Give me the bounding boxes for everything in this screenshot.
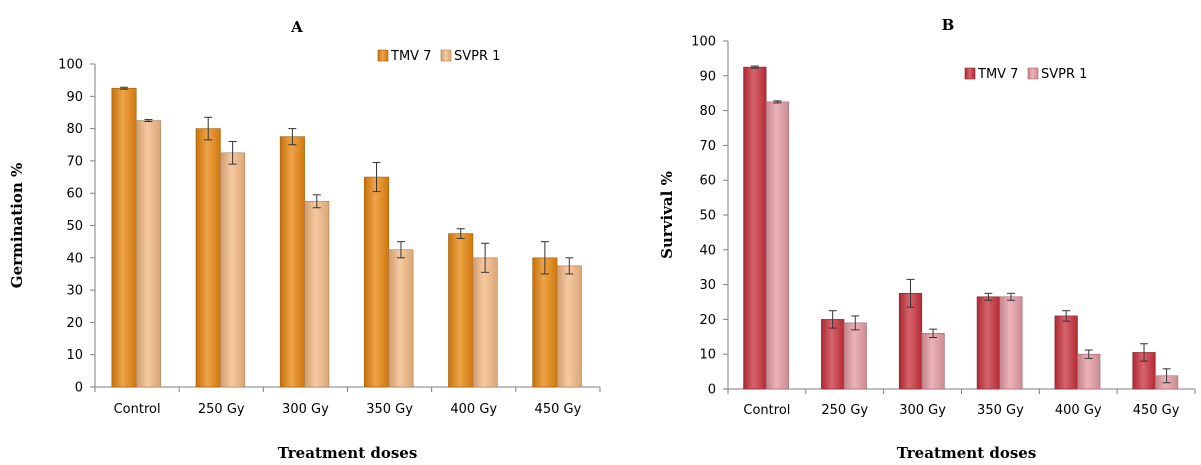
bar [743,66,767,390]
y-tick-label: 100 [691,35,716,50]
bar [532,257,558,388]
y-tick-label: 20 [66,316,83,331]
y-tick-label: 40 [699,243,716,258]
bar [448,233,474,388]
y-tick-label: 30 [66,284,83,299]
x-tick-label: Control [743,403,790,418]
y-tick-label: 90 [699,69,716,84]
bar [999,296,1023,390]
x-axis-label: Treatment doses [897,444,1037,462]
bar [821,319,845,390]
chart-title: A [290,18,303,36]
bar [364,176,390,388]
y-tick-label: 50 [699,209,716,224]
y-tick-label: 90 [66,90,83,105]
x-tick-label: 400 Gy [1055,403,1102,418]
y-tick-label: 50 [66,219,83,234]
x-tick-label: Control [114,402,161,417]
legend-swatch [377,49,389,62]
y-tick-label: 0 [75,381,83,396]
y-tick-label: 60 [699,174,716,189]
y-tick-label: 60 [66,187,83,202]
y-tick-label: 80 [699,104,716,119]
y-tick-label: 40 [66,251,83,266]
x-tick-label: 450 Gy [535,402,582,417]
x-tick-label: 250 Gy [821,403,868,418]
x-tick-label: 300 Gy [899,403,946,418]
x-tick-label: 300 Gy [282,402,329,417]
legend-label: SVPR 1 [1041,67,1087,82]
bar [472,257,498,388]
bar [111,87,137,388]
x-tick-label: 250 Gy [198,402,245,417]
y-tick-label: 20 [699,313,716,328]
bar [843,322,867,390]
bar [921,333,945,390]
bar [195,128,221,388]
bar [1077,353,1101,390]
legend-swatch [440,49,452,62]
y-axis-label: Survival % [658,171,676,259]
bar [556,265,582,388]
legend-swatch [1027,67,1039,80]
x-tick-label: 400 Gy [450,402,497,417]
legend-label: TMV 7 [977,67,1018,82]
x-axis-label: Treatment doses [278,444,418,462]
x-tick-label: 450 Gy [1133,403,1180,418]
bar [304,200,330,388]
legend-label: SVPR 1 [454,49,500,64]
bar [765,101,790,390]
y-tick-label: 10 [66,348,83,363]
y-tick-label: 0 [708,383,716,398]
bar [1054,315,1078,390]
bar [135,120,161,388]
y-axis-label: Germination % [8,163,26,288]
y-tick-label: 80 [66,122,83,137]
bar [279,136,305,388]
y-tick-label: 70 [66,154,83,169]
chart-b: B 0 10 20 30 40 50 60 70 80 90 100 Survival % Treatme… [658,16,1196,462]
legend-label: TMV 7 [390,49,431,64]
x-tick-label: 350 Gy [366,402,413,417]
bar [220,152,246,388]
legend-swatch [964,67,976,80]
x-tick-label: 350 Gy [977,403,1024,418]
chart-title: B [942,16,955,34]
y-tick-label: 100 [58,58,83,73]
bar [976,296,1000,390]
y-tick-label: 30 [699,278,716,293]
chart-a: A 0 10 20 30 40 50 60 70 80 90 100 Germination % Trea… [8,18,601,462]
y-tick-label: 10 [699,348,716,363]
bar [388,249,414,388]
y-tick-label: 70 [699,139,716,154]
